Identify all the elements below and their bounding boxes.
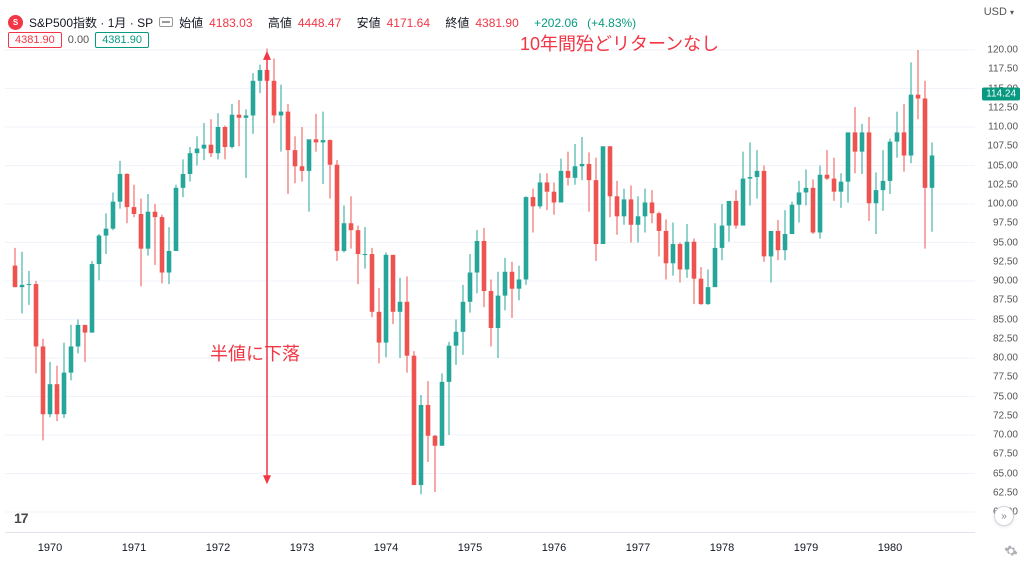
candlestick-chart[interactable] <box>5 20 975 532</box>
goto-latest-button[interactable]: » <box>994 506 1014 526</box>
time-axis[interactable]: 1970197119721973197419751976197719781979… <box>5 536 975 560</box>
last-price-tag: 114.24 <box>982 88 1020 101</box>
annotation-flat: 10年間殆どリターンなし <box>520 30 719 56</box>
settings-icon[interactable] <box>1004 544 1018 558</box>
annotation-drop: 半値に下落 <box>210 340 300 366</box>
watermark-icon: 17 <box>14 510 28 526</box>
axis-separator <box>5 532 975 533</box>
price-axis[interactable]: 60.0062.5065.0067.5070.0072.5075.0077.50… <box>975 0 1024 532</box>
